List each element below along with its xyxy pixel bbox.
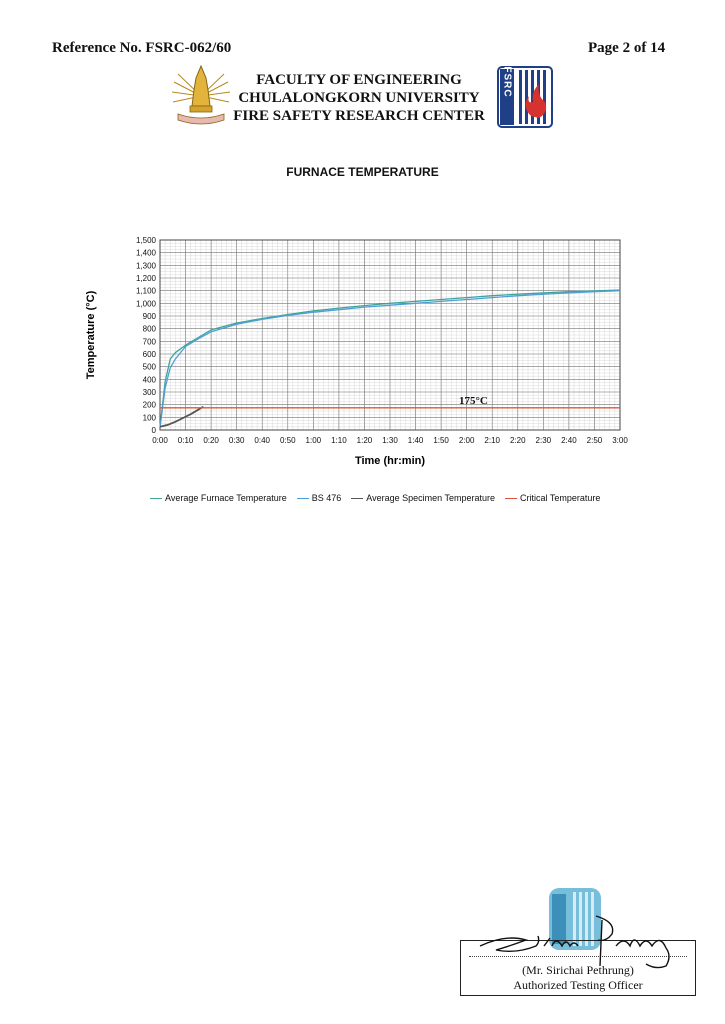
x-tick-label: 1:20	[357, 436, 373, 445]
legend-swatch	[296, 497, 309, 499]
x-tick-label: 1:10	[331, 436, 347, 445]
y-tick-label: 1,000	[136, 299, 157, 308]
legend-swatch	[505, 497, 518, 499]
y-tick-label: 400	[143, 375, 157, 384]
x-tick-label: 2:30	[536, 436, 552, 445]
signature-box: (Mr. Sirichai Pethrung) Authorized Testi…	[460, 940, 696, 996]
institution-line: CHULALONGKORN UNIVERSITY	[238, 90, 480, 106]
x-tick-label: 2:50	[587, 436, 603, 445]
y-tick-label: 200	[143, 401, 157, 410]
y-tick-label: 800	[143, 325, 157, 334]
legend-item: Average Furnace Temperature	[150, 493, 287, 503]
y-tick-label: 300	[143, 388, 157, 397]
legend-label: BS 476	[311, 493, 342, 503]
series-line	[159, 290, 621, 428]
x-tick-label: 0:30	[229, 436, 245, 445]
signatory-name: (Mr. Sirichai Pethrung)	[522, 963, 634, 977]
x-tick-label: 2:10	[484, 436, 500, 445]
legend-item: BS 476	[296, 493, 342, 503]
x-tick-label: 0:40	[254, 436, 270, 445]
y-tick-label: 1,400	[136, 249, 157, 258]
institution-line: FACULTY OF ENGINEERING	[256, 72, 462, 88]
furnace-temperature-chart: 0 100 200 300 400 500 600 700 800 900 1,000 1,100 1,…	[85, 236, 628, 467]
institution-line: FIRE SAFETY RESEARCH CENTER	[233, 108, 485, 124]
x-tick-label: 0:10	[178, 436, 194, 445]
x-tick-label: 0:20	[203, 436, 219, 445]
y-tick-label: 900	[143, 312, 157, 321]
chart-legend: Average Furnace Temperature BS 476 Avera…	[150, 493, 600, 503]
x-tick-label: 2:00	[459, 436, 475, 445]
y-tick-label: 100	[143, 413, 157, 422]
legend-item: Critical Temperature	[505, 493, 600, 503]
legend-label: Average Furnace Temperature	[165, 493, 287, 503]
fsrc-stamp-icon	[549, 888, 601, 950]
plot-frame	[159, 239, 621, 431]
university-emblem-icon	[171, 64, 231, 125]
y-tick-label: 1,500	[136, 236, 157, 245]
critical-temperature-annotation: 175°C	[459, 395, 488, 407]
legend-label: Average Specimen Temperature	[366, 493, 496, 503]
x-tick-label: 1:00	[306, 436, 322, 445]
chart-title: FURNACE TEMPERATURE	[286, 165, 439, 179]
y-tick-label: 0	[152, 426, 157, 435]
x-tick-label: 2:20	[510, 436, 526, 445]
reference-number: Reference No. FSRC-062/60	[52, 40, 232, 56]
fsrc-logo-icon: FSRC	[497, 66, 553, 128]
x-tick-label: 0:00	[152, 436, 168, 445]
y-tick-label: 1,200	[136, 274, 157, 283]
y-axis-label: Temperature (°C)	[85, 290, 97, 379]
legend-swatch	[351, 497, 364, 499]
signature-line	[469, 956, 687, 957]
x-tick-label: 2:40	[561, 436, 577, 445]
y-tick-label: 1,300	[136, 261, 157, 270]
series-line	[159, 405, 204, 428]
x-tick-label: 1:50	[433, 436, 449, 445]
fsrc-logo-letters: FSRC	[502, 66, 513, 97]
legend-item: Average Specimen Temperature	[351, 493, 495, 503]
y-tick-label: 700	[143, 337, 157, 346]
series-line	[159, 289, 621, 428]
x-tick-label: 0:50	[280, 436, 296, 445]
page-number: Page 2 of 14	[588, 40, 666, 56]
y-tick-label: 500	[143, 363, 157, 372]
x-axis-label: Time (hr:min)	[355, 455, 425, 467]
y-tick-label: 600	[143, 350, 157, 359]
handwritten-signature	[479, 915, 670, 969]
x-tick-label: 1:40	[408, 436, 424, 445]
x-tick-label: 1:30	[382, 436, 398, 445]
legend-label: Critical Temperature	[520, 493, 601, 503]
y-tick-label: 1,100	[136, 287, 157, 296]
signatory-role: Authorized Testing Officer	[513, 978, 643, 992]
x-tick-label: 3:00	[612, 436, 628, 445]
legend-swatch	[150, 497, 162, 499]
institution-block: FACULTY OF ENGINEERING CHULALONGKORN UNI…	[230, 71, 488, 125]
